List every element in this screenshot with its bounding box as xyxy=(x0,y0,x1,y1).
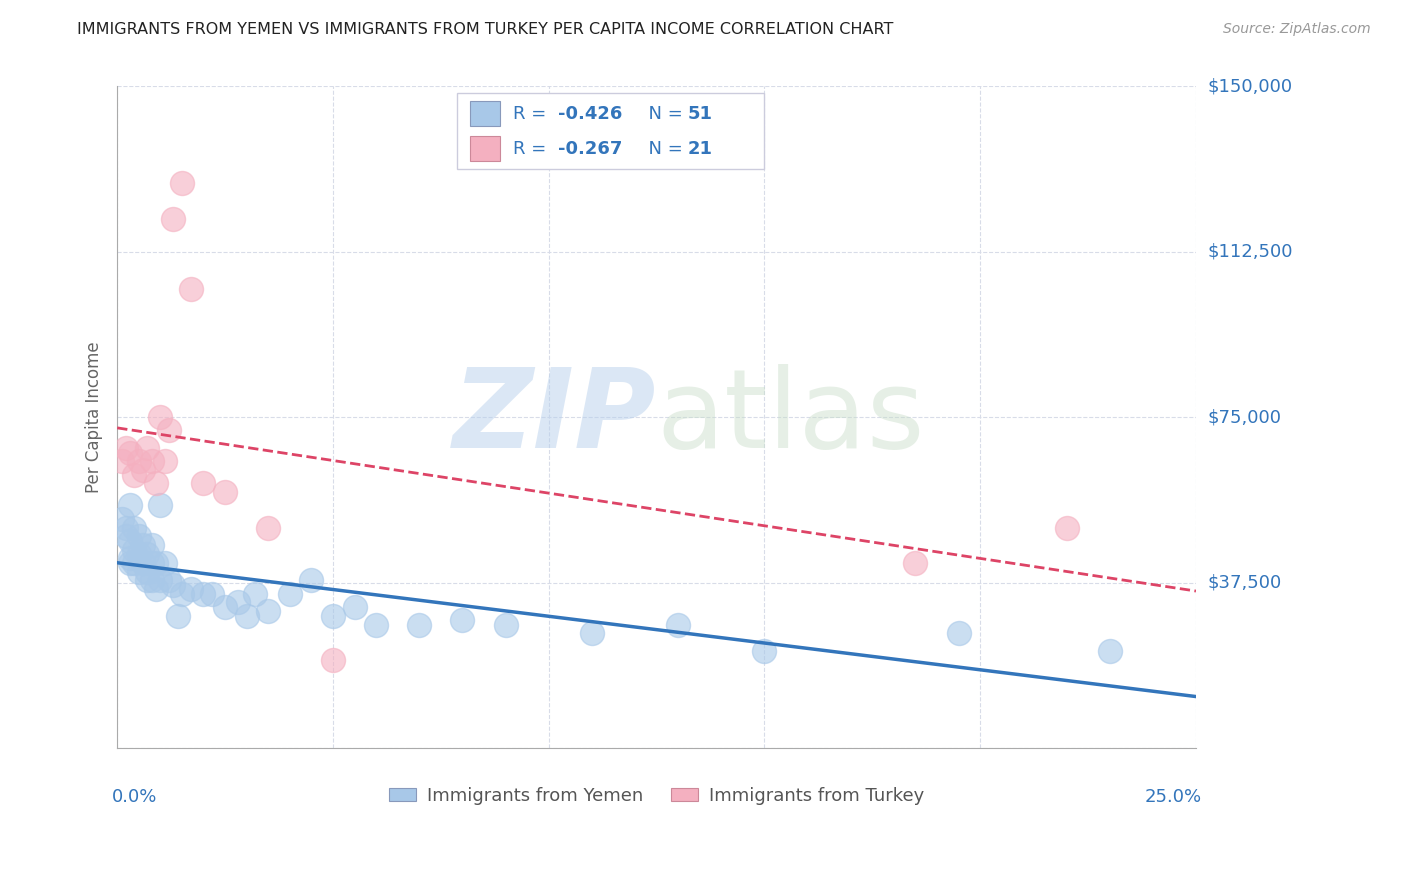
Point xyxy=(124,556,146,570)
Point xyxy=(120,551,142,566)
Point xyxy=(193,587,215,601)
Text: $37,500: $37,500 xyxy=(1208,574,1281,591)
Point xyxy=(581,626,603,640)
FancyBboxPatch shape xyxy=(470,101,501,126)
Point xyxy=(145,556,167,570)
Point xyxy=(149,574,172,588)
Point xyxy=(754,644,776,658)
Point xyxy=(132,538,155,552)
Point xyxy=(136,574,159,588)
Text: 0.0%: 0.0% xyxy=(112,788,157,805)
Point xyxy=(124,520,146,534)
Point xyxy=(124,467,146,482)
Point xyxy=(1098,644,1121,658)
Point xyxy=(180,282,202,296)
Point xyxy=(166,608,188,623)
Point xyxy=(235,608,257,623)
Point xyxy=(149,410,172,425)
Point xyxy=(120,556,142,570)
Point xyxy=(1056,520,1078,534)
Point xyxy=(141,454,163,468)
Point xyxy=(948,626,970,640)
Point xyxy=(170,587,193,601)
FancyBboxPatch shape xyxy=(470,136,501,161)
Point xyxy=(162,578,184,592)
Point xyxy=(451,613,474,627)
Point xyxy=(322,608,344,623)
Point xyxy=(226,595,249,609)
Text: $150,000: $150,000 xyxy=(1208,78,1292,95)
Point xyxy=(214,485,236,500)
Point xyxy=(162,211,184,226)
Point xyxy=(120,445,142,459)
Text: R =: R = xyxy=(513,104,553,122)
Point xyxy=(110,454,132,468)
Point xyxy=(170,177,193,191)
Point xyxy=(141,556,163,570)
Text: $112,500: $112,500 xyxy=(1208,243,1292,260)
Point xyxy=(257,520,280,534)
Point xyxy=(214,599,236,614)
Point xyxy=(141,538,163,552)
Point xyxy=(128,547,150,561)
Text: IMMIGRANTS FROM YEMEN VS IMMIGRANTS FROM TURKEY PER CAPITA INCOME CORRELATION CH: IMMIGRANTS FROM YEMEN VS IMMIGRANTS FROM… xyxy=(77,22,894,37)
Point xyxy=(120,499,142,513)
Point xyxy=(149,499,172,513)
Point xyxy=(495,617,517,632)
Y-axis label: Per Capita Income: Per Capita Income xyxy=(86,342,103,493)
Point xyxy=(904,556,927,570)
Text: -0.426: -0.426 xyxy=(558,104,623,122)
Text: R =: R = xyxy=(513,140,553,158)
Point xyxy=(145,476,167,491)
Point xyxy=(132,556,155,570)
Text: ZIP: ZIP xyxy=(453,364,657,471)
Point xyxy=(245,587,267,601)
Point xyxy=(136,547,159,561)
Point xyxy=(145,582,167,597)
Point xyxy=(120,533,142,548)
Text: $75,000: $75,000 xyxy=(1208,409,1281,426)
Point xyxy=(128,529,150,543)
Point xyxy=(157,424,180,438)
Point xyxy=(322,653,344,667)
Text: atlas: atlas xyxy=(657,364,925,471)
Text: 51: 51 xyxy=(688,104,713,122)
Point xyxy=(136,565,159,579)
Point xyxy=(114,520,136,534)
Point xyxy=(364,617,387,632)
FancyBboxPatch shape xyxy=(457,93,765,169)
Text: 21: 21 xyxy=(688,140,713,158)
Point xyxy=(666,617,689,632)
Text: N =: N = xyxy=(637,104,689,122)
Point xyxy=(180,582,202,597)
Point xyxy=(132,463,155,477)
Point xyxy=(153,556,176,570)
Text: Source: ZipAtlas.com: Source: ZipAtlas.com xyxy=(1223,22,1371,37)
Point xyxy=(128,454,150,468)
Point xyxy=(128,565,150,579)
Point xyxy=(343,599,366,614)
Point xyxy=(157,574,180,588)
Point xyxy=(114,529,136,543)
Point xyxy=(153,454,176,468)
Point xyxy=(141,574,163,588)
Text: 25.0%: 25.0% xyxy=(1144,788,1201,805)
Point xyxy=(299,574,322,588)
Point xyxy=(193,476,215,491)
Point xyxy=(257,604,280,618)
Point xyxy=(136,441,159,455)
Point xyxy=(201,587,224,601)
Legend: Immigrants from Yemen, Immigrants from Turkey: Immigrants from Yemen, Immigrants from T… xyxy=(382,780,931,812)
Point xyxy=(114,441,136,455)
Point xyxy=(278,587,301,601)
Text: N =: N = xyxy=(637,140,689,158)
Text: -0.267: -0.267 xyxy=(558,140,623,158)
Point xyxy=(110,511,132,525)
Point xyxy=(408,617,430,632)
Point xyxy=(124,542,146,557)
